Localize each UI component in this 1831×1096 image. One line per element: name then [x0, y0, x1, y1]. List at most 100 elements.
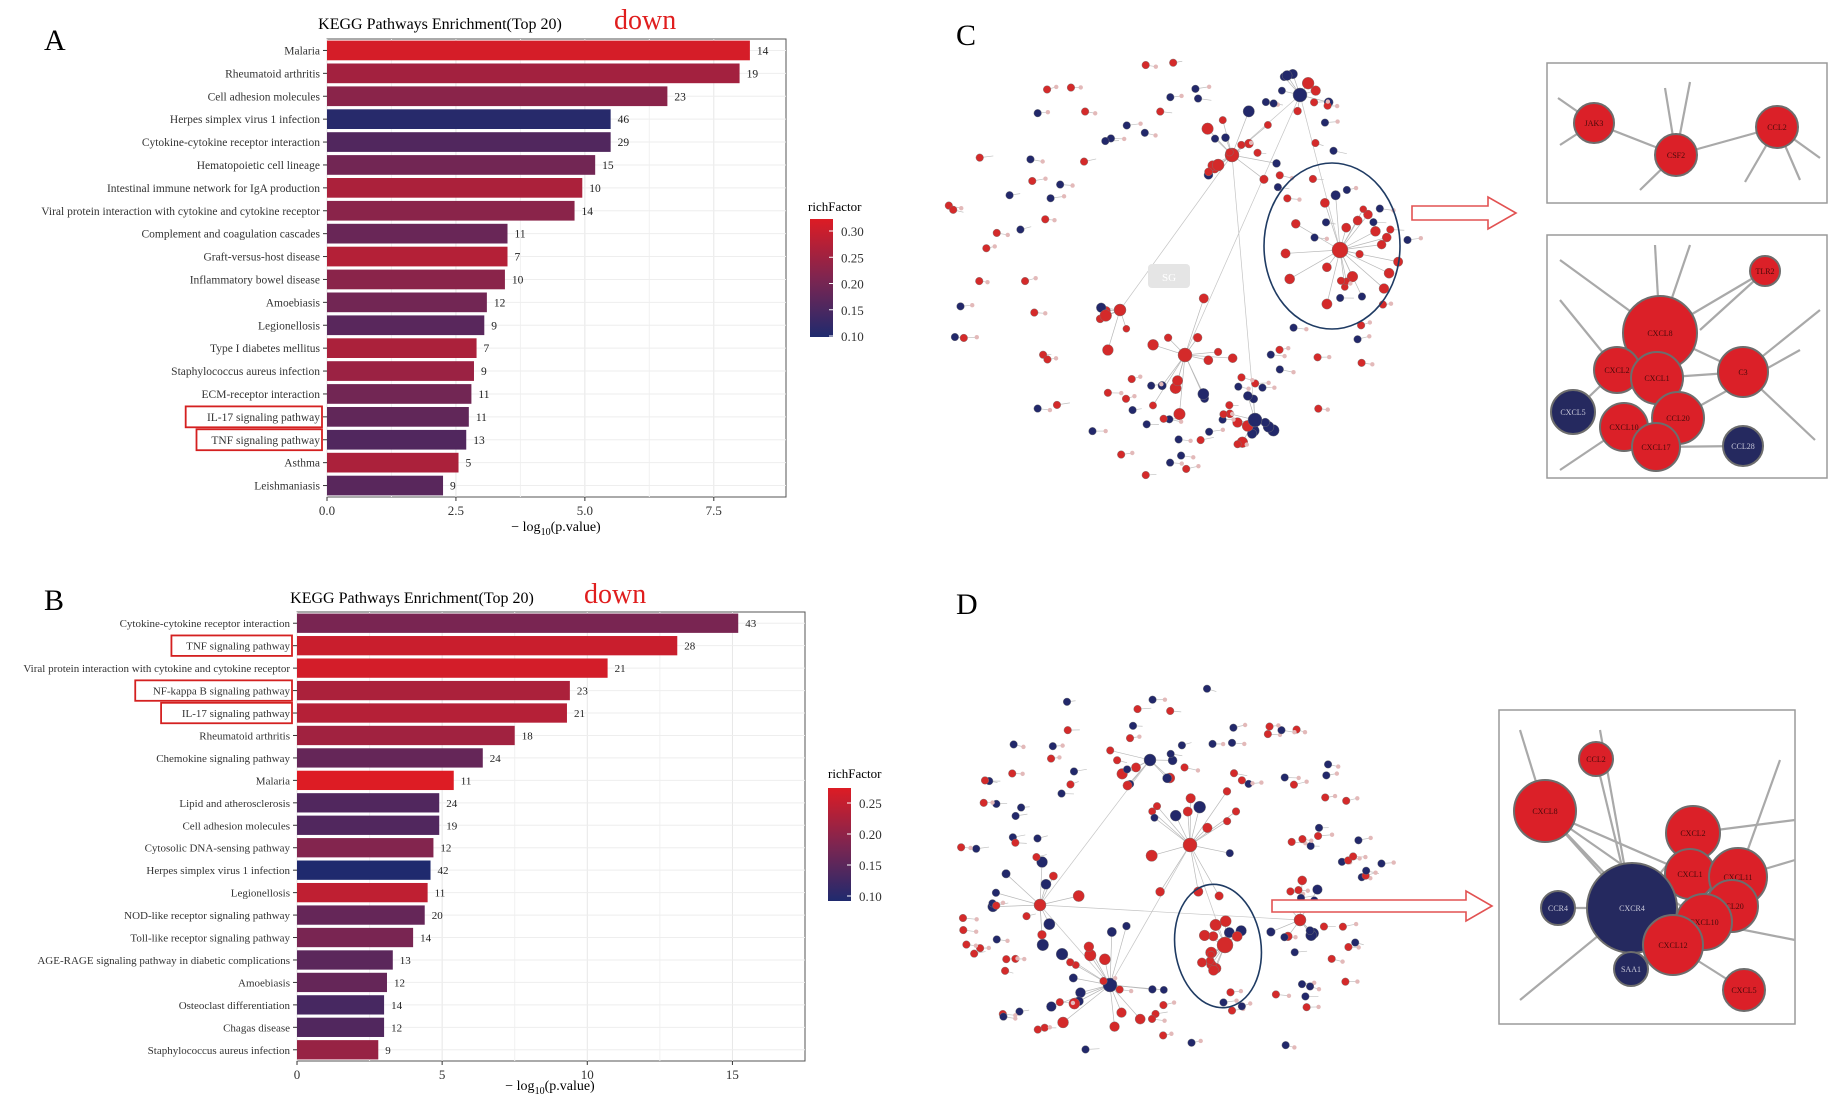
- network-node: [1028, 176, 1037, 185]
- network-node: [1234, 998, 1239, 1003]
- inset-node-label: CXCL5: [1560, 408, 1585, 417]
- network-node: [1229, 723, 1238, 732]
- bar: [327, 109, 611, 129]
- network-node: [1228, 1006, 1237, 1015]
- bar: [327, 384, 472, 404]
- network-node: [1281, 1041, 1290, 1050]
- network-node: [1310, 98, 1319, 107]
- network-hub-node: [1331, 241, 1349, 259]
- panel-b-xlabel-sub: 10: [535, 1086, 545, 1096]
- panel-a-highlight-boxes: [184, 405, 323, 452]
- panel-a-down-tag: down: [614, 5, 676, 36]
- network-node: [1138, 374, 1143, 379]
- network-node: [1291, 219, 1301, 229]
- inset-nodes: TLR2 CXCL8 CXCL2 CXCL1 C3 CXCL5 CXCL10 CCL20 CXC…: [1550, 255, 1781, 472]
- inset-node-label: CCL2: [1586, 755, 1606, 764]
- highlight-box: [195, 428, 323, 452]
- network-node: [1292, 1045, 1297, 1050]
- network-node: [1377, 859, 1386, 868]
- panel-b-title: KEGG Pathways Enrichment(Top 20): [290, 590, 534, 607]
- inset-node-label: CXCR4: [1619, 904, 1645, 913]
- network-node: [1219, 998, 1228, 1007]
- network-node: [1121, 394, 1130, 403]
- inset-node-label: CXCL8: [1647, 329, 1672, 338]
- network-node: [1188, 438, 1193, 443]
- network-node: [1250, 377, 1255, 383]
- inset-node: [1540, 890, 1576, 926]
- count-label: 7: [515, 252, 521, 264]
- count-label: 9: [481, 366, 487, 378]
- network-node: [1103, 388, 1112, 397]
- network-node: [1263, 730, 1272, 739]
- network-edge: [1299, 94, 1341, 251]
- category-label: Malaria: [284, 45, 320, 57]
- network-node: [1177, 741, 1186, 750]
- network-node: [1138, 121, 1143, 126]
- network-node: [1201, 122, 1214, 135]
- inset-node-label: C3: [1738, 368, 1747, 377]
- count-label: 18: [522, 730, 534, 742]
- network-node: [1173, 408, 1186, 421]
- network-node: [1341, 977, 1350, 986]
- inset-node: [1578, 741, 1614, 777]
- network-node: [1159, 1001, 1168, 1010]
- count-label: 10: [512, 274, 524, 286]
- network-node: [1156, 107, 1165, 116]
- network-node: [1237, 373, 1246, 382]
- network-node: [1306, 982, 1315, 991]
- network-edge: [1189, 798, 1192, 846]
- network-node: [1319, 922, 1328, 931]
- panel-c-arrow: [1411, 195, 1518, 231]
- bar: [297, 770, 454, 791]
- category-label: Malaria: [256, 775, 290, 787]
- network-node: [1017, 803, 1026, 812]
- network-node: [1266, 350, 1275, 359]
- category-label: Cytokine-cytokine receptor interaction: [142, 137, 320, 149]
- network-node: [1166, 706, 1175, 715]
- bar: [327, 200, 575, 221]
- category-label: Staphylococcus aureus infection: [171, 366, 320, 378]
- network-node: [1191, 84, 1200, 93]
- network-node: [1196, 463, 1201, 469]
- category-label: Rheumatoid arthritis: [225, 68, 320, 80]
- bar: [327, 155, 596, 175]
- network-node: [1193, 333, 1203, 343]
- network-node: [1046, 194, 1055, 203]
- count-label: 13: [473, 435, 485, 447]
- network-node: [1140, 128, 1149, 137]
- network-node: [1033, 1025, 1042, 1034]
- network-node: [973, 929, 979, 934]
- network-node: [1246, 386, 1251, 391]
- network-node: [1122, 325, 1131, 333]
- network-node: [975, 277, 984, 286]
- network-node: [1137, 734, 1142, 739]
- count-label: 24: [490, 753, 502, 765]
- count-label: 23: [577, 686, 589, 698]
- network-node: [1238, 988, 1244, 994]
- network-node: [1329, 146, 1338, 155]
- count-label: 43: [745, 618, 757, 630]
- network-node: [1113, 756, 1122, 765]
- network-node: [1302, 730, 1308, 735]
- category-label: Leishmaniasis: [254, 481, 320, 493]
- network-node: [1314, 831, 1323, 840]
- panel-c-network: [944, 58, 1424, 480]
- bar: [297, 905, 425, 925]
- network-node: [1211, 134, 1220, 143]
- count-label: 7: [484, 343, 490, 355]
- network-node: [1159, 414, 1168, 423]
- category-label: TNF signaling pathway: [211, 435, 320, 447]
- bar: [297, 680, 570, 701]
- category-label: Hematopoietic cell lineage: [197, 160, 320, 172]
- network-edge: [1189, 820, 1228, 846]
- category-label: ECM-receptor interaction: [202, 389, 321, 401]
- network-edge: [1189, 811, 1237, 846]
- category-label: Chemokine signaling pathway: [156, 753, 290, 765]
- network-node: [1174, 435, 1183, 444]
- network-node: [1008, 769, 1017, 778]
- network-node: [1280, 248, 1291, 259]
- network-node: [1000, 900, 1006, 906]
- category-label: Toll-like receptor signaling pathway: [130, 933, 290, 945]
- count-label: 11: [461, 775, 472, 787]
- network-node: [1002, 955, 1011, 964]
